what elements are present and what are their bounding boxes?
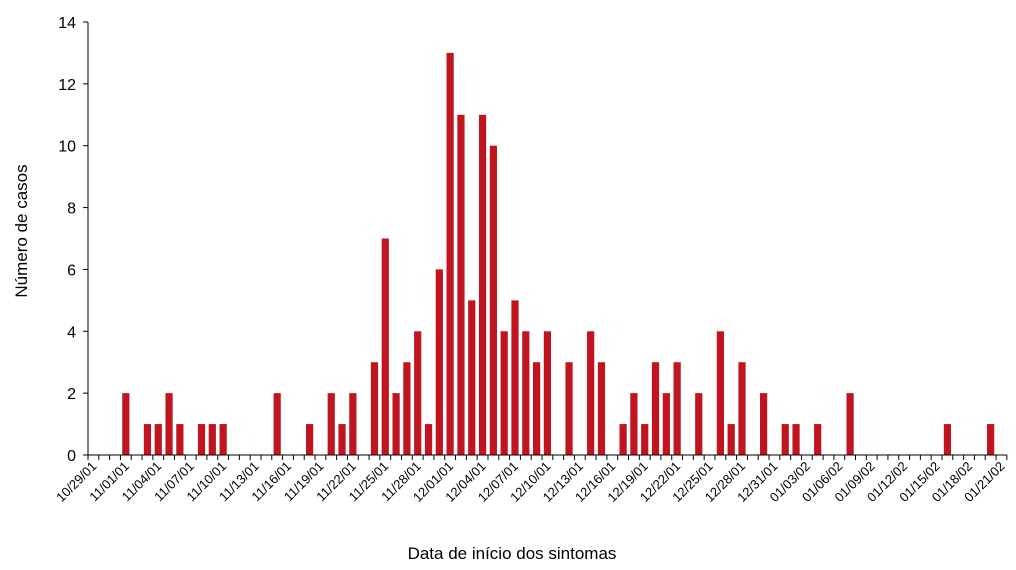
bar bbox=[619, 424, 627, 455]
bar bbox=[392, 393, 400, 455]
y-tick-label: 14 bbox=[58, 15, 76, 32]
bar bbox=[781, 424, 789, 455]
bar bbox=[219, 424, 227, 455]
bar bbox=[381, 238, 389, 455]
bar bbox=[143, 424, 152, 455]
bar bbox=[489, 145, 497, 455]
bar bbox=[446, 52, 454, 456]
bar bbox=[197, 424, 206, 455]
bar bbox=[846, 393, 854, 455]
bar bbox=[738, 362, 746, 455]
bars-group bbox=[122, 52, 995, 456]
bar bbox=[987, 424, 995, 455]
bar bbox=[716, 331, 724, 455]
bar bbox=[651, 362, 660, 455]
y-axis-title: Número de casos bbox=[12, 164, 31, 297]
bar bbox=[478, 114, 487, 455]
bar bbox=[511, 300, 519, 455]
y-tick-label: 8 bbox=[67, 201, 76, 218]
bar bbox=[154, 424, 162, 455]
bar bbox=[673, 362, 681, 455]
bar bbox=[457, 114, 465, 455]
x-tick-labels: 10/29/0111/01/0111/04/0111/07/0111/10/01… bbox=[53, 459, 1007, 505]
bar bbox=[727, 424, 735, 455]
bar bbox=[522, 331, 530, 455]
bar bbox=[370, 362, 379, 455]
bar bbox=[338, 424, 346, 455]
bar bbox=[500, 331, 508, 455]
y-tick-labels: 0 2 4 6 8 10 12 14 bbox=[58, 15, 76, 465]
bar bbox=[435, 269, 443, 455]
y-tick-label: 12 bbox=[58, 77, 76, 94]
bar bbox=[327, 393, 335, 455]
y-tick-label: 0 bbox=[67, 448, 76, 465]
bar bbox=[176, 424, 184, 455]
bar bbox=[814, 424, 822, 455]
bar bbox=[630, 393, 638, 455]
y-tick-label: 2 bbox=[67, 386, 76, 403]
bar bbox=[414, 331, 422, 455]
bar bbox=[122, 393, 130, 455]
bar bbox=[543, 331, 552, 455]
y-tick-label: 6 bbox=[67, 262, 76, 279]
bar bbox=[424, 424, 433, 455]
x-axis-title: Data de início dos sintomas bbox=[408, 544, 617, 563]
y-tick-label: 4 bbox=[67, 324, 76, 341]
bar bbox=[468, 300, 476, 455]
bar bbox=[641, 424, 649, 455]
bar bbox=[306, 424, 314, 455]
bar bbox=[533, 362, 541, 455]
bar bbox=[587, 331, 595, 455]
bar bbox=[760, 393, 768, 455]
bar bbox=[403, 362, 411, 455]
axes-group bbox=[83, 21, 1008, 460]
bar bbox=[165, 393, 173, 455]
bar bbox=[695, 393, 703, 455]
bar bbox=[349, 393, 357, 455]
bar bbox=[597, 362, 606, 455]
bar bbox=[273, 393, 281, 455]
bar bbox=[565, 362, 573, 455]
bar bbox=[208, 424, 216, 455]
bar bbox=[662, 393, 670, 455]
bar bbox=[943, 424, 951, 455]
bar bbox=[792, 424, 800, 455]
y-tick-label: 10 bbox=[58, 139, 76, 156]
